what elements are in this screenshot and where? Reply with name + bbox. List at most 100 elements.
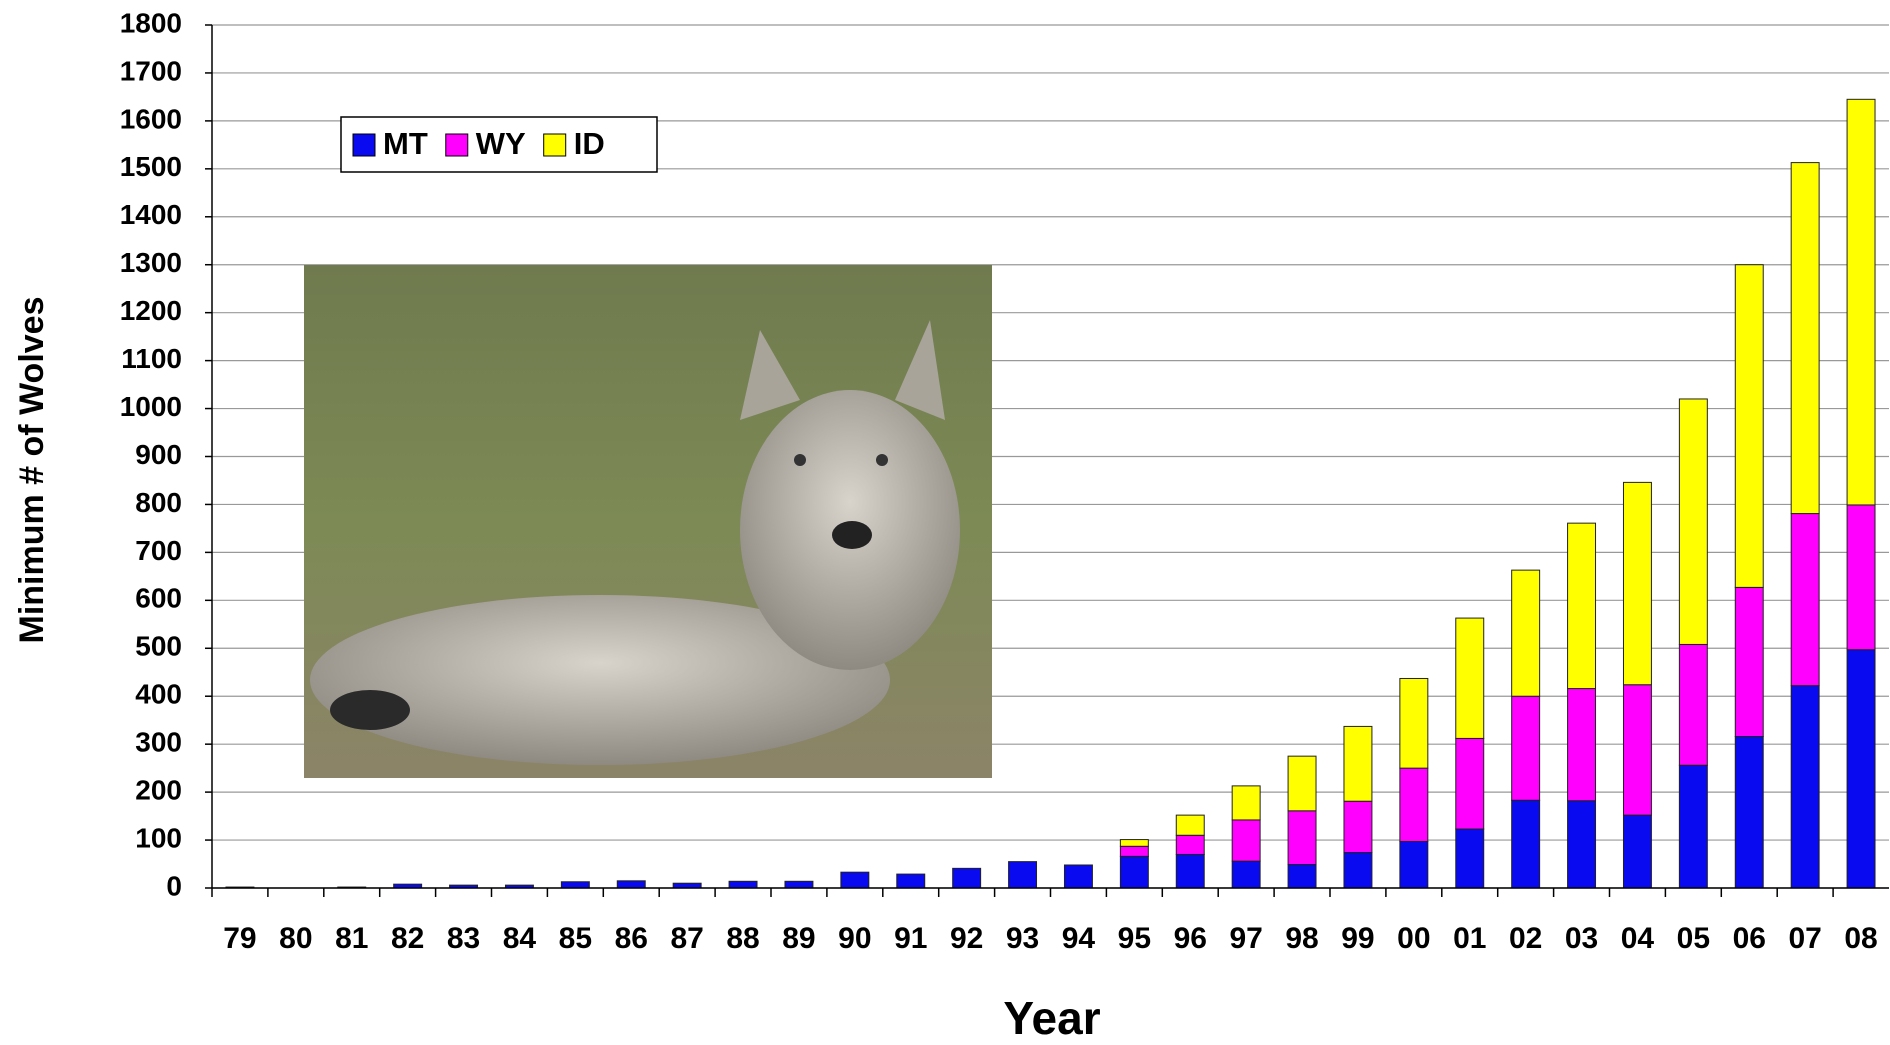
bar-segment: [1623, 685, 1651, 815]
x-tick-label: 92: [950, 922, 983, 955]
bar-segment: [1456, 618, 1484, 738]
bar-segment: [1120, 846, 1148, 856]
x-tick-label: 03: [1565, 922, 1598, 955]
photo: [304, 265, 992, 778]
x-tick-label: 82: [391, 922, 424, 955]
bar-segment: [1120, 840, 1148, 847]
x-tick-label: 83: [447, 922, 480, 955]
bar-segment: [1847, 505, 1875, 650]
bar-segment: [1456, 829, 1484, 888]
x-tick-label: 79: [223, 922, 256, 955]
legend-label: MT: [383, 126, 428, 161]
x-tick-label: 06: [1733, 922, 1766, 955]
y-tick-label: 500: [135, 631, 182, 662]
bar-segment: [1568, 523, 1596, 688]
y-tick-label: 1500: [120, 151, 182, 182]
x-tick-label: 89: [782, 922, 815, 955]
bar-segment: [1400, 768, 1428, 841]
x-tick-label: 84: [503, 922, 537, 955]
y-tick-label: 1000: [120, 391, 182, 422]
y-axis-label: Minimum # of Wolves: [13, 297, 51, 644]
bar-segment: [1232, 820, 1260, 861]
bar-segment: [1847, 99, 1875, 505]
x-tick-label: 98: [1285, 922, 1318, 955]
x-tick-label: 93: [1006, 922, 1039, 955]
bar-segment: [1512, 800, 1540, 888]
legend-label: ID: [574, 126, 605, 161]
bar-segment: [1679, 644, 1707, 765]
x-tick-label: 94: [1062, 922, 1096, 955]
bar-segment: [1623, 482, 1651, 684]
bar-segment: [1120, 856, 1148, 888]
x-tick-label: 95: [1118, 922, 1151, 955]
y-tick-label: 700: [135, 535, 182, 566]
x-tick-label: 85: [559, 922, 592, 955]
y-tick-label: 1300: [120, 247, 182, 278]
bar-segment: [1400, 678, 1428, 768]
y-tick-label: 100: [135, 822, 182, 853]
bar-segment: [1176, 815, 1204, 835]
x-tick-label: 99: [1341, 922, 1374, 955]
bar-segment: [729, 881, 757, 888]
y-tick-label: 1600: [120, 103, 182, 134]
bar-segment: [1344, 726, 1372, 801]
x-tick-label: 81: [335, 922, 368, 955]
y-tick-label: 900: [135, 439, 182, 470]
x-tick-label: 97: [1229, 922, 1262, 955]
bar-segment: [1735, 736, 1763, 888]
bar-segment: [1847, 650, 1875, 888]
bar-segment: [1679, 765, 1707, 888]
legend-swatch: [353, 134, 375, 156]
bar-segment: [1791, 163, 1819, 514]
bar-segment: [1232, 786, 1260, 820]
x-tick-label: 90: [838, 922, 871, 955]
legend-swatch: [544, 134, 566, 156]
x-tick-label: 87: [670, 922, 703, 955]
y-tick-label: 400: [135, 679, 182, 710]
bar-segment: [1176, 835, 1204, 854]
legend-swatch: [446, 134, 468, 156]
bar-segment: [1679, 399, 1707, 644]
bar-segment: [841, 872, 869, 888]
bar-segment: [1791, 686, 1819, 888]
x-tick-label: 80: [279, 922, 312, 955]
bar-segment: [1344, 801, 1372, 852]
bar-segment: [1009, 862, 1037, 888]
bar-segment: [1288, 756, 1316, 811]
x-tick-label: 91: [894, 922, 927, 955]
x-tick-label: 88: [726, 922, 759, 955]
bar-segment: [897, 874, 925, 888]
y-tick-label: 1700: [120, 55, 182, 86]
bar-segment: [1288, 865, 1316, 888]
bar-segment: [1568, 689, 1596, 801]
x-axis-label: Year: [1003, 992, 1100, 1044]
x-tick-label: 96: [1174, 922, 1207, 955]
bar-segment: [1176, 854, 1204, 888]
bar-segment: [1791, 514, 1819, 686]
y-tick-label: 1800: [120, 7, 182, 38]
y-tick-label: 1100: [121, 343, 182, 374]
bar-segment: [1568, 801, 1596, 888]
y-tick-label: 200: [135, 775, 182, 806]
y-tick-label: 600: [135, 583, 182, 614]
x-tick-label: 01: [1453, 922, 1486, 955]
y-tick-label: 1400: [120, 199, 182, 230]
bar-segment: [953, 868, 981, 888]
bar-segment: [1512, 570, 1540, 696]
x-tick-label: 04: [1621, 922, 1655, 955]
bar-segment: [1064, 865, 1092, 888]
bar-segment: [561, 882, 589, 888]
x-tick-label: 86: [615, 922, 648, 955]
x-tick-label: 08: [1844, 922, 1877, 955]
bar-segment: [1344, 853, 1372, 888]
y-tick-label: 800: [135, 487, 182, 518]
bar-segment: [785, 881, 813, 888]
bar-segment: [1512, 696, 1540, 800]
bar-segment: [1232, 861, 1260, 888]
bar-segment: [1735, 265, 1763, 588]
bar-segment: [617, 881, 645, 888]
x-tick-label: 07: [1788, 922, 1821, 955]
bar-segment: [1623, 815, 1651, 888]
bar-segment: [1735, 587, 1763, 736]
